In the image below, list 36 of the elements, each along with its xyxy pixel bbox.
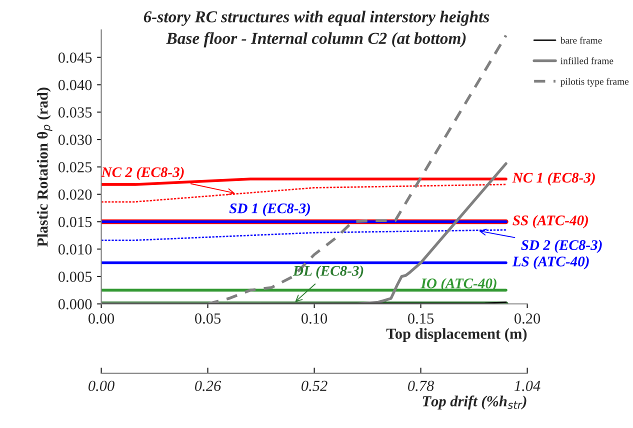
series-label: DL (EC8-3)	[292, 265, 364, 279]
x2-tick-label: 0.00	[88, 380, 114, 392]
series-label: IO (ATC-40)	[420, 278, 496, 292]
y-tick-label: 0.000	[58, 299, 92, 310]
series-label: NC 1 (EC8-3)	[512, 172, 595, 186]
x2-tick-label: 0.26	[195, 380, 222, 392]
series-label: NC 2 (EC8-3)	[101, 166, 184, 180]
chart-title: 6-story RC structures with equal interstory heights	[144, 10, 490, 26]
x2-axis-title: Top drift (%h$_{str}$)	[422, 396, 526, 410]
x-tick-label: 0.20	[514, 313, 540, 324]
x-tick-label: 0.10	[302, 313, 328, 324]
x2-tick-label: 0.52	[302, 380, 328, 392]
y-tick-label: 0.015	[58, 216, 92, 228]
legend-label: infilled frame	[560, 57, 614, 64]
y-tick-label: 0.020	[58, 189, 92, 200]
y-tick-label: 0.025	[58, 162, 92, 172]
y-tick-label: 0.005	[58, 272, 92, 282]
x-tick-label: 0.05	[194, 313, 221, 324]
series-label: SD 1 (EC8-3)	[229, 203, 310, 216]
x-tick-label: 0.15	[408, 313, 434, 324]
legend-label: bare frame	[560, 36, 602, 44]
y-tick-label: 0.010	[58, 244, 92, 255]
y-axis-title: Plastic Rotation θ$_{p}$ (rad)	[36, 88, 52, 247]
x2-tick-label: 0.78	[408, 380, 434, 392]
x2-tick-label: 1.04	[514, 380, 540, 392]
y-tick-label: 0.030	[58, 134, 92, 146]
series-label: SD 2 (EC8-3)	[521, 240, 602, 253]
y-tick-label: 0.035	[58, 107, 92, 118]
legend-label: pilotis type frame	[560, 78, 629, 87]
x-axis-title: Top displacement (m)	[386, 328, 527, 342]
y-tick-label: 0.040	[58, 80, 92, 90]
series-label: LS (ATC-40)	[512, 256, 589, 270]
series-label: SS (ATC-40)	[512, 215, 588, 228]
y-tick-label: 0.045	[58, 52, 92, 63]
x-tick-label: 0.00	[88, 313, 114, 324]
chart-subtitle: Base floor - Internal column C2 (at bottom)	[166, 32, 466, 48]
